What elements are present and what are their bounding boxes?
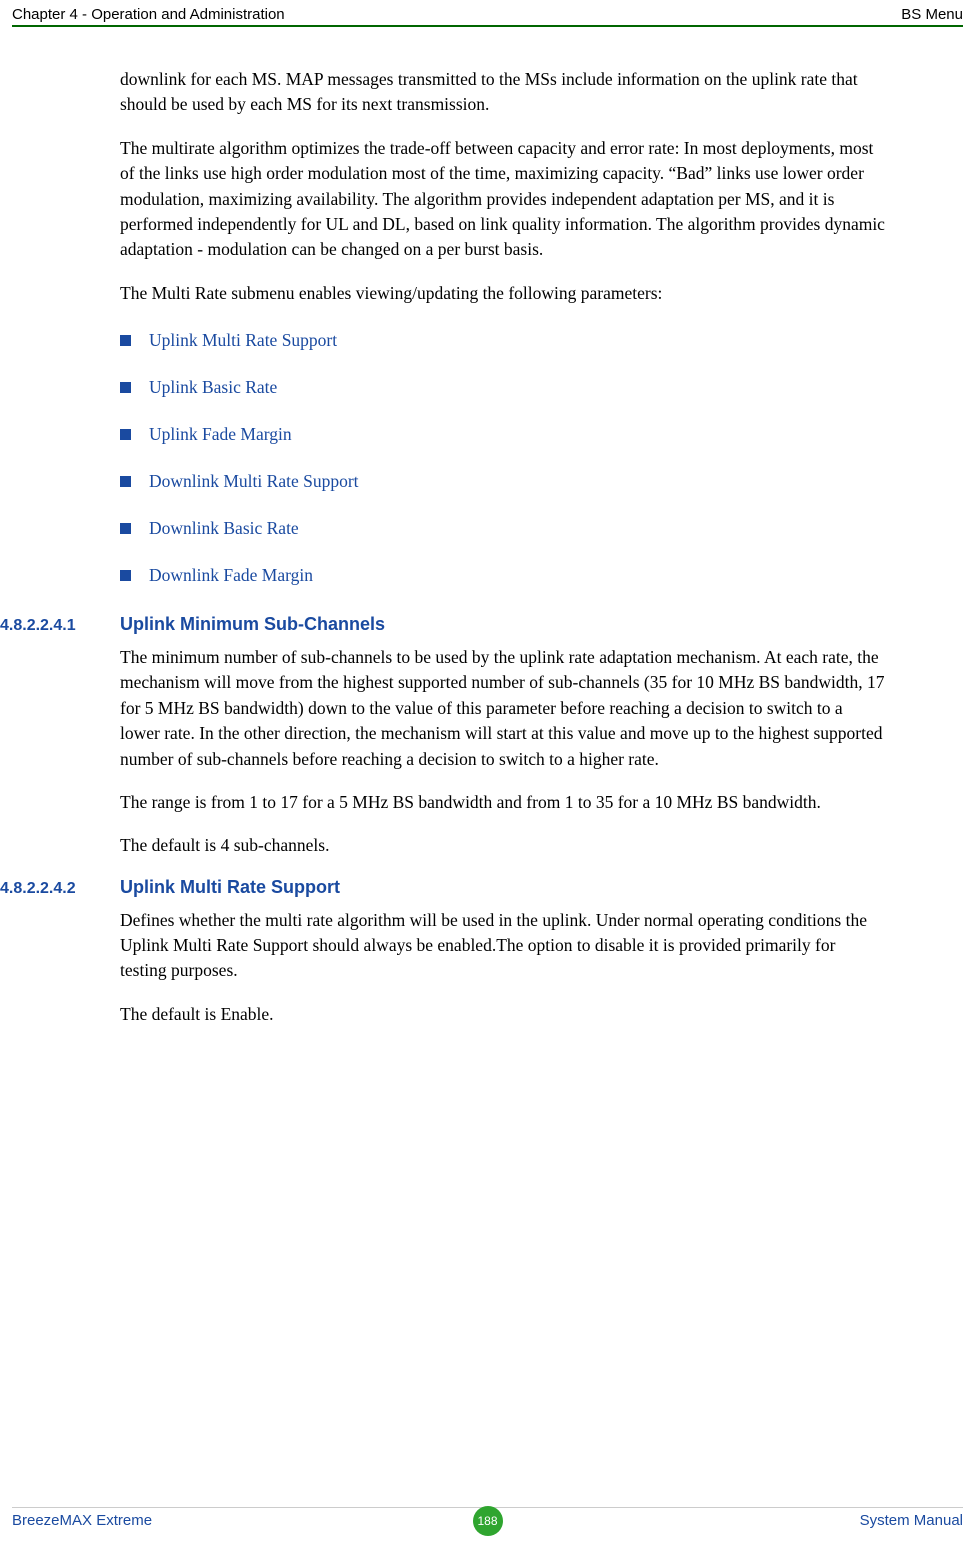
square-bullet-icon — [120, 382, 131, 393]
header-right: BS Menu — [901, 6, 963, 23]
paragraph: downlink for each MS. MAP messages trans… — [120, 67, 885, 118]
header-left: Chapter 4 - Operation and Administration — [12, 6, 285, 23]
footer-left: BreezeMAX Extreme — [12, 1512, 152, 1529]
list-item[interactable]: Uplink Basic Rate — [120, 377, 885, 398]
bullet-label: Uplink Basic Rate — [149, 377, 277, 398]
section-number: 4.8.2.2.4.2 — [0, 880, 120, 898]
square-bullet-icon — [120, 429, 131, 440]
square-bullet-icon — [120, 476, 131, 487]
list-item[interactable]: Uplink Multi Rate Support — [120, 330, 885, 351]
bullet-label: Uplink Multi Rate Support — [149, 330, 337, 351]
paragraph: The minimum number of sub-channels to be… — [120, 645, 885, 772]
list-item[interactable]: Downlink Multi Rate Support — [120, 471, 885, 492]
list-item[interactable]: Downlink Basic Rate — [120, 518, 885, 539]
paragraph: Defines whether the multi rate algorithm… — [120, 908, 885, 984]
footer-row: BreezeMAX Extreme 188 System Manual — [12, 1512, 963, 1529]
page-header: Chapter 4 - Operation and Administration… — [0, 0, 975, 25]
section-heading: 4.8.2.2.4.1 Uplink Minimum Sub-Channels — [0, 614, 885, 635]
paragraph: The Multi Rate submenu enables viewing/u… — [120, 281, 885, 306]
page-content: downlink for each MS. MAP messages trans… — [0, 27, 975, 1027]
page-footer: BreezeMAX Extreme 188 System Manual — [0, 1507, 975, 1529]
paragraph: The multirate algorithm optimizes the tr… — [120, 136, 885, 263]
paragraph: The default is Enable. — [120, 1002, 885, 1027]
section-heading: 4.8.2.2.4.2 Uplink Multi Rate Support — [0, 877, 885, 898]
section-title: Uplink Minimum Sub-Channels — [120, 614, 385, 635]
section-number: 4.8.2.2.4.1 — [0, 617, 120, 635]
list-item[interactable]: Downlink Fade Margin — [120, 565, 885, 586]
square-bullet-icon — [120, 335, 131, 346]
bullet-label: Uplink Fade Margin — [149, 424, 292, 445]
square-bullet-icon — [120, 523, 131, 534]
bullet-label: Downlink Basic Rate — [149, 518, 299, 539]
paragraph: The range is from 1 to 17 for a 5 MHz BS… — [120, 790, 885, 815]
list-item[interactable]: Uplink Fade Margin — [120, 424, 885, 445]
section-title: Uplink Multi Rate Support — [120, 877, 340, 898]
paragraph: The default is 4 sub-channels. — [120, 833, 885, 858]
square-bullet-icon — [120, 570, 131, 581]
bullet-list: Uplink Multi Rate Support Uplink Basic R… — [120, 330, 885, 586]
bullet-label: Downlink Multi Rate Support — [149, 471, 359, 492]
page-number: 188 — [473, 1506, 503, 1536]
page-number-badge: 188 — [473, 1506, 503, 1536]
footer-right: System Manual — [860, 1512, 963, 1529]
bullet-label: Downlink Fade Margin — [149, 565, 313, 586]
